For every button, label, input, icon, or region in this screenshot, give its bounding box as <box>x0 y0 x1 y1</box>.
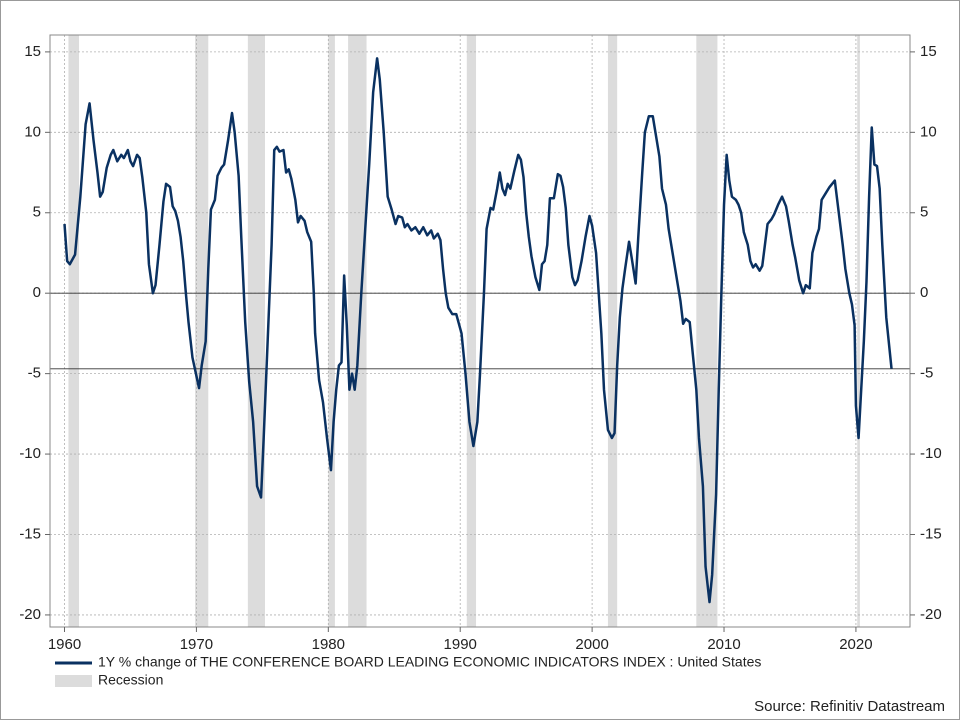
y-tick-label: -20 <box>19 606 41 623</box>
legend-swatch <box>55 675 92 687</box>
recession <box>607 35 618 627</box>
x-tick-label: 1960 <box>48 636 81 653</box>
plot-area <box>50 35 910 627</box>
x-tick-label: 1990 <box>444 636 477 653</box>
recession <box>857 35 860 627</box>
y-tick-label: 5 <box>33 204 41 221</box>
y-tick-label: 0 <box>33 284 41 301</box>
y-tick-label: -15 <box>19 525 41 542</box>
y2-tick-label: 5 <box>920 204 928 221</box>
recession <box>247 35 265 627</box>
x-tick-label: 2010 <box>707 636 740 653</box>
legend-label: Recession <box>98 672 163 688</box>
y2-tick-label: 0 <box>920 284 928 301</box>
y2-tick-label: 15 <box>920 43 937 60</box>
y2-tick-label: 10 <box>920 123 937 140</box>
x-tick-label: 2000 <box>575 636 608 653</box>
y-tick-label: 10 <box>24 123 41 140</box>
y2-tick-label: -5 <box>920 365 933 382</box>
legend-label: 1Y % change of THE CONFERENCE BOARD LEAD… <box>98 654 761 670</box>
y2-tick-label: -10 <box>920 445 942 462</box>
x-tick-label: 1980 <box>312 636 345 653</box>
recession <box>328 35 335 627</box>
source: Source: Refinitiv Datastream <box>754 698 945 715</box>
y-tick-label: 15 <box>24 43 41 60</box>
recession <box>195 35 209 627</box>
recession <box>348 35 367 627</box>
series-line <box>63 57 893 604</box>
y-tick-label: -10 <box>19 445 41 462</box>
recession <box>466 35 477 627</box>
x-tick-label: 1970 <box>180 636 213 653</box>
y2-tick-label: -15 <box>920 525 942 542</box>
x-tick-label: 2020 <box>839 636 872 653</box>
plot-border <box>49 34 911 628</box>
y2-tick-label: -20 <box>920 606 942 623</box>
y-tick-label: -5 <box>28 365 41 382</box>
recession <box>68 35 80 627</box>
